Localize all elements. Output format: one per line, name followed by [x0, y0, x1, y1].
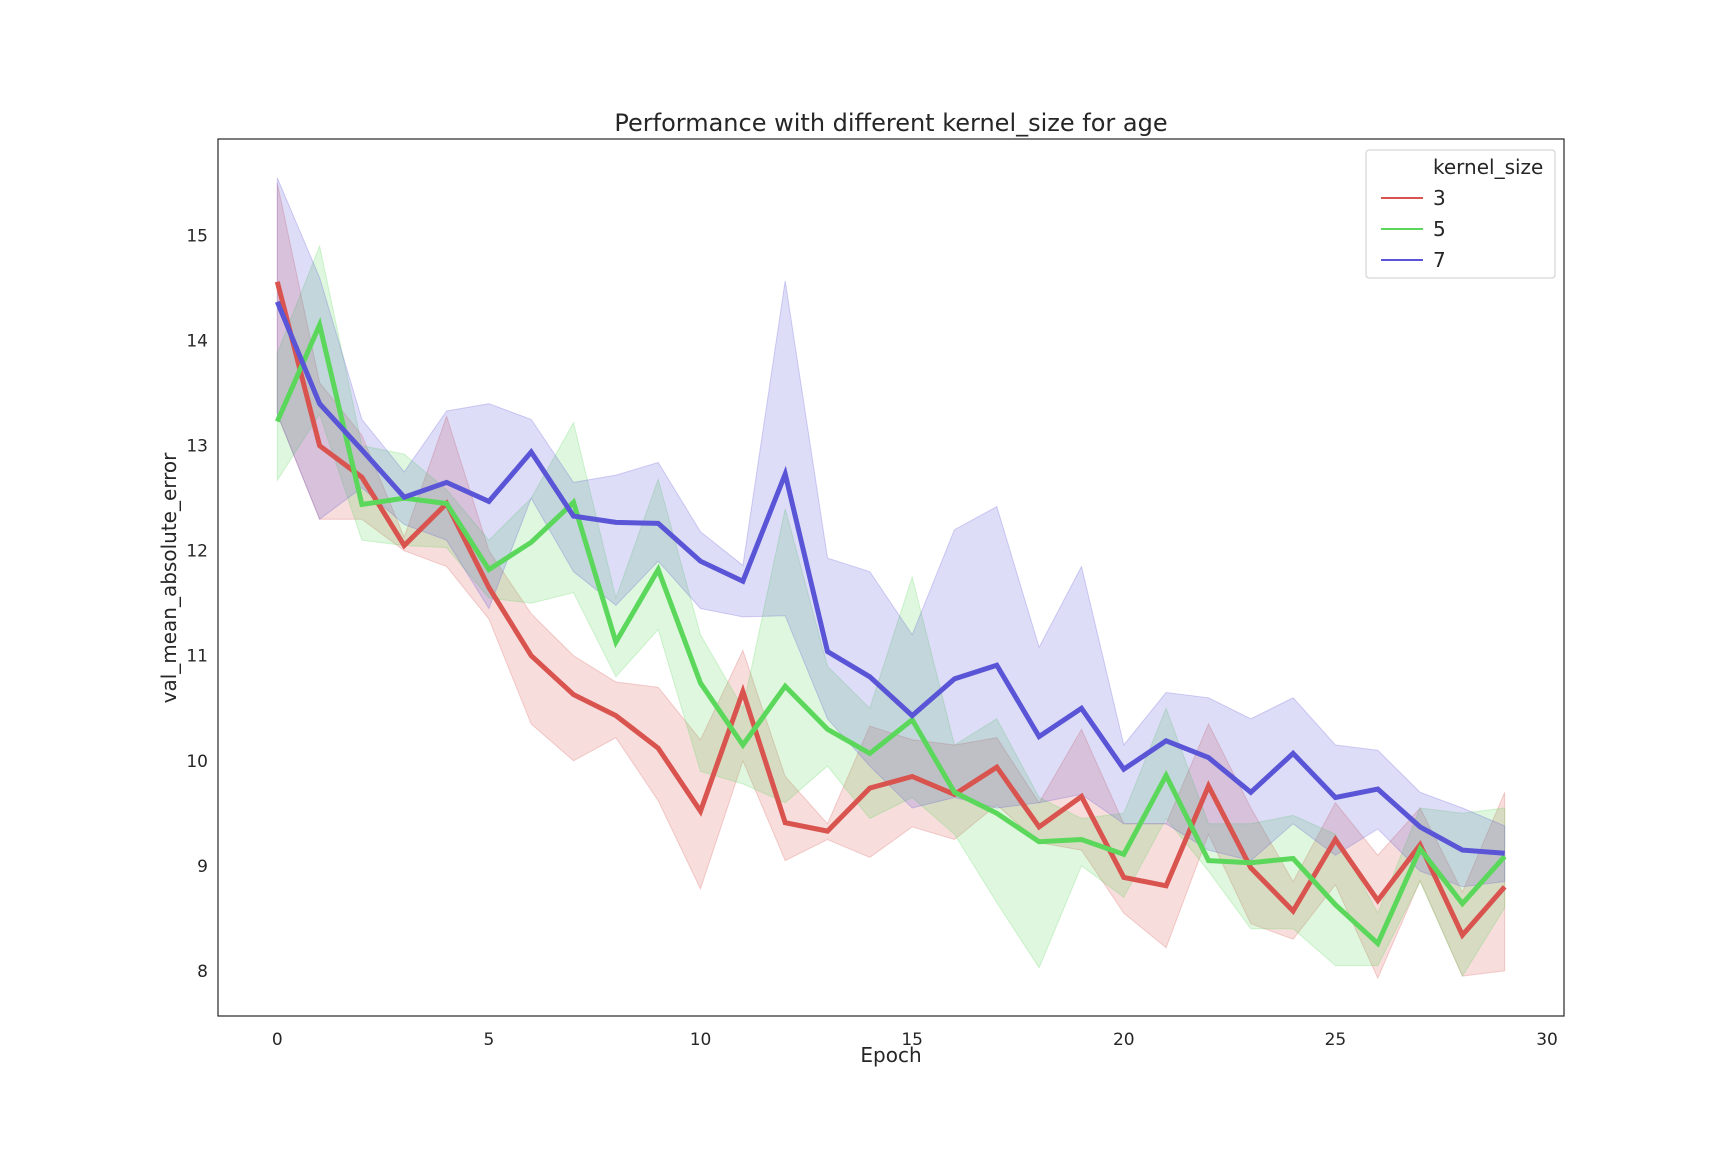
legend-label-7: 7: [1433, 248, 1446, 272]
legend-label-5: 5: [1433, 217, 1446, 241]
y-tick-label: 12: [186, 542, 208, 562]
x-tick-label: 30: [1536, 1030, 1558, 1050]
series-lines: [274, 281, 1507, 948]
x-tick-label: 10: [690, 1030, 712, 1050]
confidence-bands: [276, 177, 1506, 980]
x-tick-label: 20: [1113, 1030, 1135, 1050]
chart-title: Performance with different kernel_size f…: [614, 109, 1167, 137]
y-axis-ticks: 8 9 10 11 12 13 14 15: [186, 227, 208, 982]
x-axis-label: Epoch: [860, 1043, 921, 1067]
legend-title: kernel_size: [1433, 155, 1543, 179]
y-tick-label: 15: [186, 227, 208, 247]
x-tick-label: 15: [901, 1030, 923, 1050]
band-series-3: [276, 182, 1506, 980]
x-tick-label: 5: [483, 1030, 494, 1050]
legend-box: [1365, 149, 1556, 279]
x-tick-label: 25: [1325, 1030, 1347, 1050]
line-series-5: [275, 317, 1507, 948]
y-tick-label: 9: [197, 857, 208, 877]
line-series-3: [274, 281, 1507, 940]
band-series-7: [276, 177, 1506, 888]
plot-frame: [217, 138, 1565, 1017]
legend-items: 3 5 7: [1381, 186, 1446, 272]
x-tick-label: 0: [272, 1030, 283, 1050]
line-series-7: [274, 300, 1505, 856]
legend: kernel_size 3 5 7: [1365, 149, 1556, 279]
y-tick-label: 13: [186, 437, 208, 457]
band-series-5: [276, 244, 1506, 978]
y-tick-label: 14: [186, 332, 208, 352]
y-axis-label: val_mean_absolute_error: [157, 452, 181, 704]
y-tick-label: 10: [186, 752, 208, 772]
y-tick-label: 8: [197, 962, 208, 982]
legend-label-3: 3: [1433, 186, 1446, 210]
x-axis-ticks: 0 5 10 15 20 25 30: [272, 1030, 1558, 1050]
y-tick-label: 11: [186, 647, 208, 667]
